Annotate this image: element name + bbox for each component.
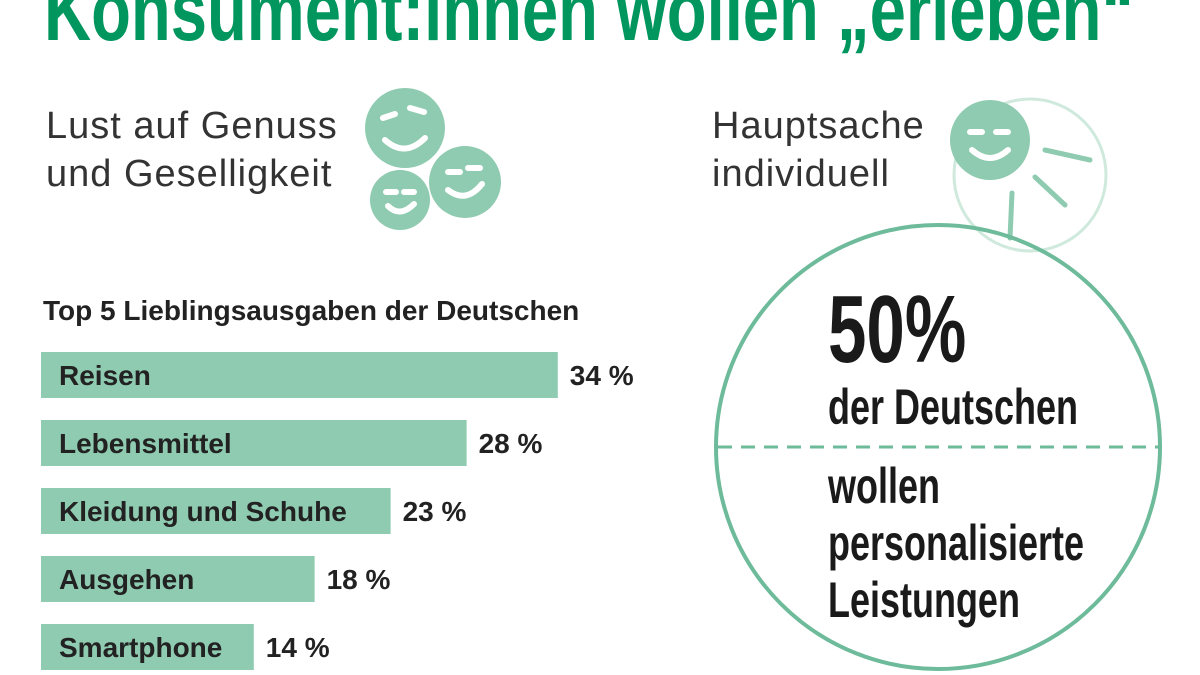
highlight-text: Leistungen — [828, 573, 1020, 628]
category-label: Lebensmittel — [59, 428, 232, 459]
bar — [41, 556, 315, 602]
highlight-text: personalisierte — [828, 516, 1084, 571]
right-heading: individuell — [712, 153, 890, 195]
highlight-number: 50% — [828, 275, 966, 383]
bar — [41, 488, 391, 534]
category-label: Kleidung und Schuhe — [59, 496, 347, 527]
left-heading: Lust auf Genuss — [46, 105, 338, 147]
value-label: 34 % — [570, 360, 634, 391]
category-label: Ausgehen — [59, 564, 194, 595]
bar — [41, 624, 254, 670]
category-label: Reisen — [59, 360, 151, 391]
bar — [41, 420, 467, 466]
bar — [41, 352, 558, 398]
title: Konsument:innen wollen „erleben“ — [44, 0, 1134, 59]
value-label: 18 % — [327, 564, 391, 595]
highlight-text: der Deutschen — [828, 380, 1078, 435]
highlight-circle — [714, 223, 1162, 671]
category-label: Smartphone — [59, 632, 222, 663]
left-heading: und Geselligkeit — [46, 153, 332, 195]
highlight-text: wollen — [827, 459, 940, 514]
chart-title: Top 5 Lieblingsausgaben der Deutschen — [43, 295, 579, 326]
value-label: 14 % — [266, 632, 330, 663]
smiley-icons — [365, 88, 1108, 253]
value-label: 23 % — [403, 496, 467, 527]
right-heading: Hauptsache — [712, 105, 925, 147]
value-label: 28 % — [479, 428, 543, 459]
